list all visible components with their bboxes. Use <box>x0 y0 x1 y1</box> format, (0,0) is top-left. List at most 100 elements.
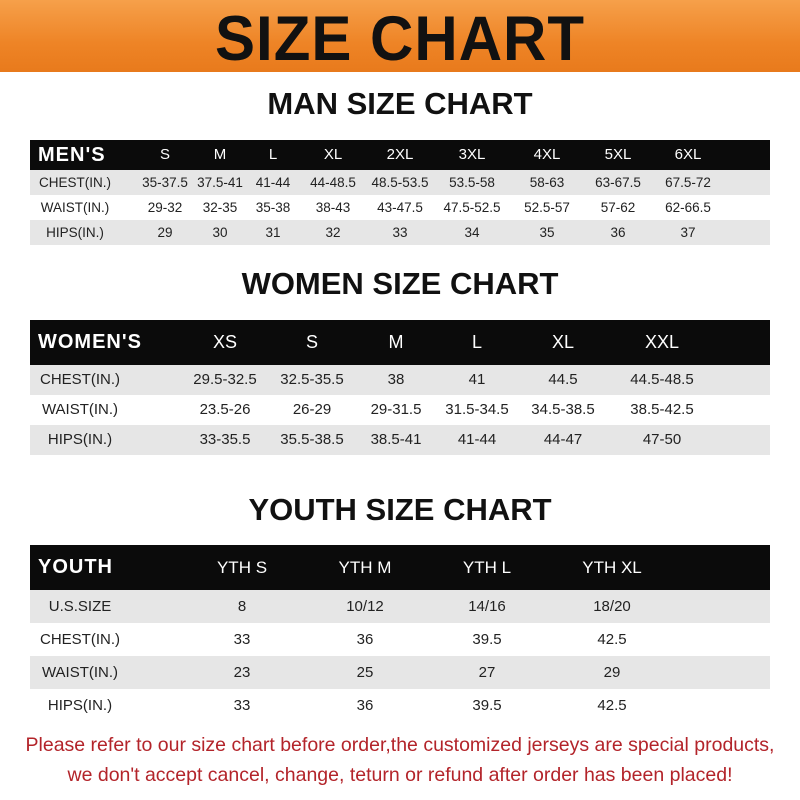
table-cell: 52.5-57 <box>524 200 570 215</box>
size-column-header: XS <box>212 332 237 352</box>
table-cell: 38-43 <box>315 200 351 215</box>
table-row: CHEST(IN.) 33 36 39.5 42.5 <box>30 623 770 656</box>
table-cell: 14/16 <box>468 598 506 615</box>
table-row: CHEST(IN.) 35-37.5 37.5-41 41-44 44-48.5 48.5… <box>30 170 770 195</box>
table-cell: 42.5 <box>597 631 627 648</box>
table-row: WAIST(IN.) 23 25 27 29 <box>30 656 770 689</box>
table-row: WAIST(IN.) 29-32 32-35 35-38 38-43 43-47.5 47.… <box>30 195 770 220</box>
row-label: U.S.SIZE <box>48 598 112 615</box>
table-cell: 36 <box>610 225 626 240</box>
size-column-header: XXL <box>644 332 680 352</box>
table-cell: 39.5 <box>472 631 502 648</box>
notice-line-2: we don't accept cancel, change, teturn o… <box>67 764 733 786</box>
table-cell: 43-47.5 <box>377 200 423 215</box>
table-cell: 36 <box>356 697 374 714</box>
table-cell: 30 <box>212 225 228 240</box>
size-column-header: M <box>388 332 404 352</box>
row-label: CHEST(IN.) <box>40 631 120 648</box>
row-label: CHEST(IN.) <box>39 175 111 190</box>
table-header-row: YOUTH YTH S YTH M YTH L YTH XL <box>30 545 770 590</box>
table-cell: 37 <box>680 225 696 240</box>
size-column-header: 6XL <box>674 146 702 163</box>
table-cell: 44-48.5 <box>310 175 356 190</box>
table-cell: 33 <box>233 697 251 714</box>
table-cell: 44.5-48.5 <box>630 371 694 388</box>
table-cell: 41-44 <box>457 431 497 448</box>
table-cell: 47.5-52.5 <box>443 200 501 215</box>
table-header-row: WOMEN'S XS S M L XL XXL <box>30 320 770 365</box>
table-cell: 38.5-42.5 <box>630 401 694 418</box>
table-cell: 35.5-38.5 <box>280 431 344 448</box>
table-cell: 31 <box>265 225 281 240</box>
table-cell: 41-44 <box>255 175 291 190</box>
table-cell: 36 <box>356 631 374 648</box>
table-cell: 35-38 <box>255 200 291 215</box>
table-cell: 27 <box>478 664 496 681</box>
size-column-header: XL <box>323 146 343 163</box>
row-label: HIPS(IN.) <box>47 431 113 448</box>
row-label: WAIST(IN.) <box>41 401 119 418</box>
table-cell: 29 <box>157 225 173 240</box>
table-cell: 37.5-41 <box>197 175 243 190</box>
size-column-header: YTH S <box>216 558 268 577</box>
table-cell: 53.5-58 <box>449 175 495 190</box>
table-cell: 44-47 <box>543 431 583 448</box>
table-cell: 8 <box>237 598 247 615</box>
table-header-label: YOUTH <box>38 556 113 578</box>
table-cell: 57-62 <box>600 200 636 215</box>
table-cell: 34 <box>464 225 480 240</box>
size-column-header: 2XL <box>386 146 414 163</box>
table-row: U.S.SIZE 8 10/12 14/16 18/20 <box>30 590 770 623</box>
size-column-header: YTH L <box>462 558 512 577</box>
table-row: CHEST(IN.) 29.5-32.5 32.5-35.5 38 41 44.5 44.5… <box>30 365 770 395</box>
table-cell: 33 <box>392 225 408 240</box>
table-cell: 38 <box>387 371 405 388</box>
table-cell: 47-50 <box>642 431 682 448</box>
table-cell: 31.5-34.5 <box>445 401 509 418</box>
row-label: HIPS(IN.) <box>47 697 113 714</box>
size-column-header: YTH M <box>338 558 392 577</box>
table-cell: 34.5-38.5 <box>531 401 595 418</box>
table-row: HIPS(IN.) 33 36 39.5 42.5 <box>30 689 770 722</box>
table-header-row: MEN'S S M L XL 2XL 3XL 4XL 5XL 6XL <box>30 140 770 170</box>
table-cell: 29.5-32.5 <box>193 371 257 388</box>
size-column-header: L <box>268 146 278 163</box>
table-cell: 32.5-35.5 <box>280 371 344 388</box>
size-column-header: S <box>159 146 170 163</box>
row-label: HIPS(IN.) <box>46 225 104 240</box>
table-cell: 26-29 <box>292 401 332 418</box>
size-column-header: 4XL <box>533 146 561 163</box>
size-column-header: 3XL <box>458 146 486 163</box>
notice-line-1: Please refer to our size chart before or… <box>25 734 775 756</box>
table-cell: 44.5 <box>548 371 578 388</box>
table-row: WAIST(IN.) 23.5-26 26-29 29-31.5 31.5-34.5 34… <box>30 395 770 425</box>
table-cell: 62-66.5 <box>665 200 711 215</box>
table-cell: 23.5-26 <box>199 401 251 418</box>
table-cell: 58-63 <box>529 175 565 190</box>
youth-section-title: YOUTH SIZE CHART <box>248 492 552 527</box>
table-cell: 25 <box>356 664 374 681</box>
size-column-header: YTH XL <box>582 558 642 577</box>
table-cell: 42.5 <box>597 697 627 714</box>
size-column-header: L <box>471 332 482 352</box>
table-cell: 29 <box>603 664 621 681</box>
row-label: CHEST(IN.) <box>40 371 120 388</box>
row-label: WAIST(IN.) <box>40 200 110 215</box>
table-cell: 35 <box>539 225 555 240</box>
banner: SIZE CHART <box>0 0 800 74</box>
table-cell: 38.5-41 <box>370 431 422 448</box>
table-row: HIPS(IN.) 29 30 31 32 33 34 35 36 37 <box>30 220 770 245</box>
table-cell: 67.5-72 <box>665 175 711 190</box>
table-cell: 10/12 <box>346 598 384 615</box>
table-cell: 18/20 <box>593 598 631 615</box>
table-cell: 63-67.5 <box>595 175 641 190</box>
table-cell: 29-32 <box>147 200 183 215</box>
table-row: HIPS(IN.) 33-35.5 35.5-38.5 38.5-41 41-44 44-… <box>30 425 770 455</box>
table-header-label: MEN'S <box>38 144 106 166</box>
size-column-header: 5XL <box>604 146 632 163</box>
table-cell: 41 <box>468 371 486 388</box>
size-column-header: XL <box>551 332 575 352</box>
table-cell: 23 <box>233 664 251 681</box>
table-cell: 33 <box>233 631 251 648</box>
table-cell: 35-37.5 <box>142 175 188 190</box>
